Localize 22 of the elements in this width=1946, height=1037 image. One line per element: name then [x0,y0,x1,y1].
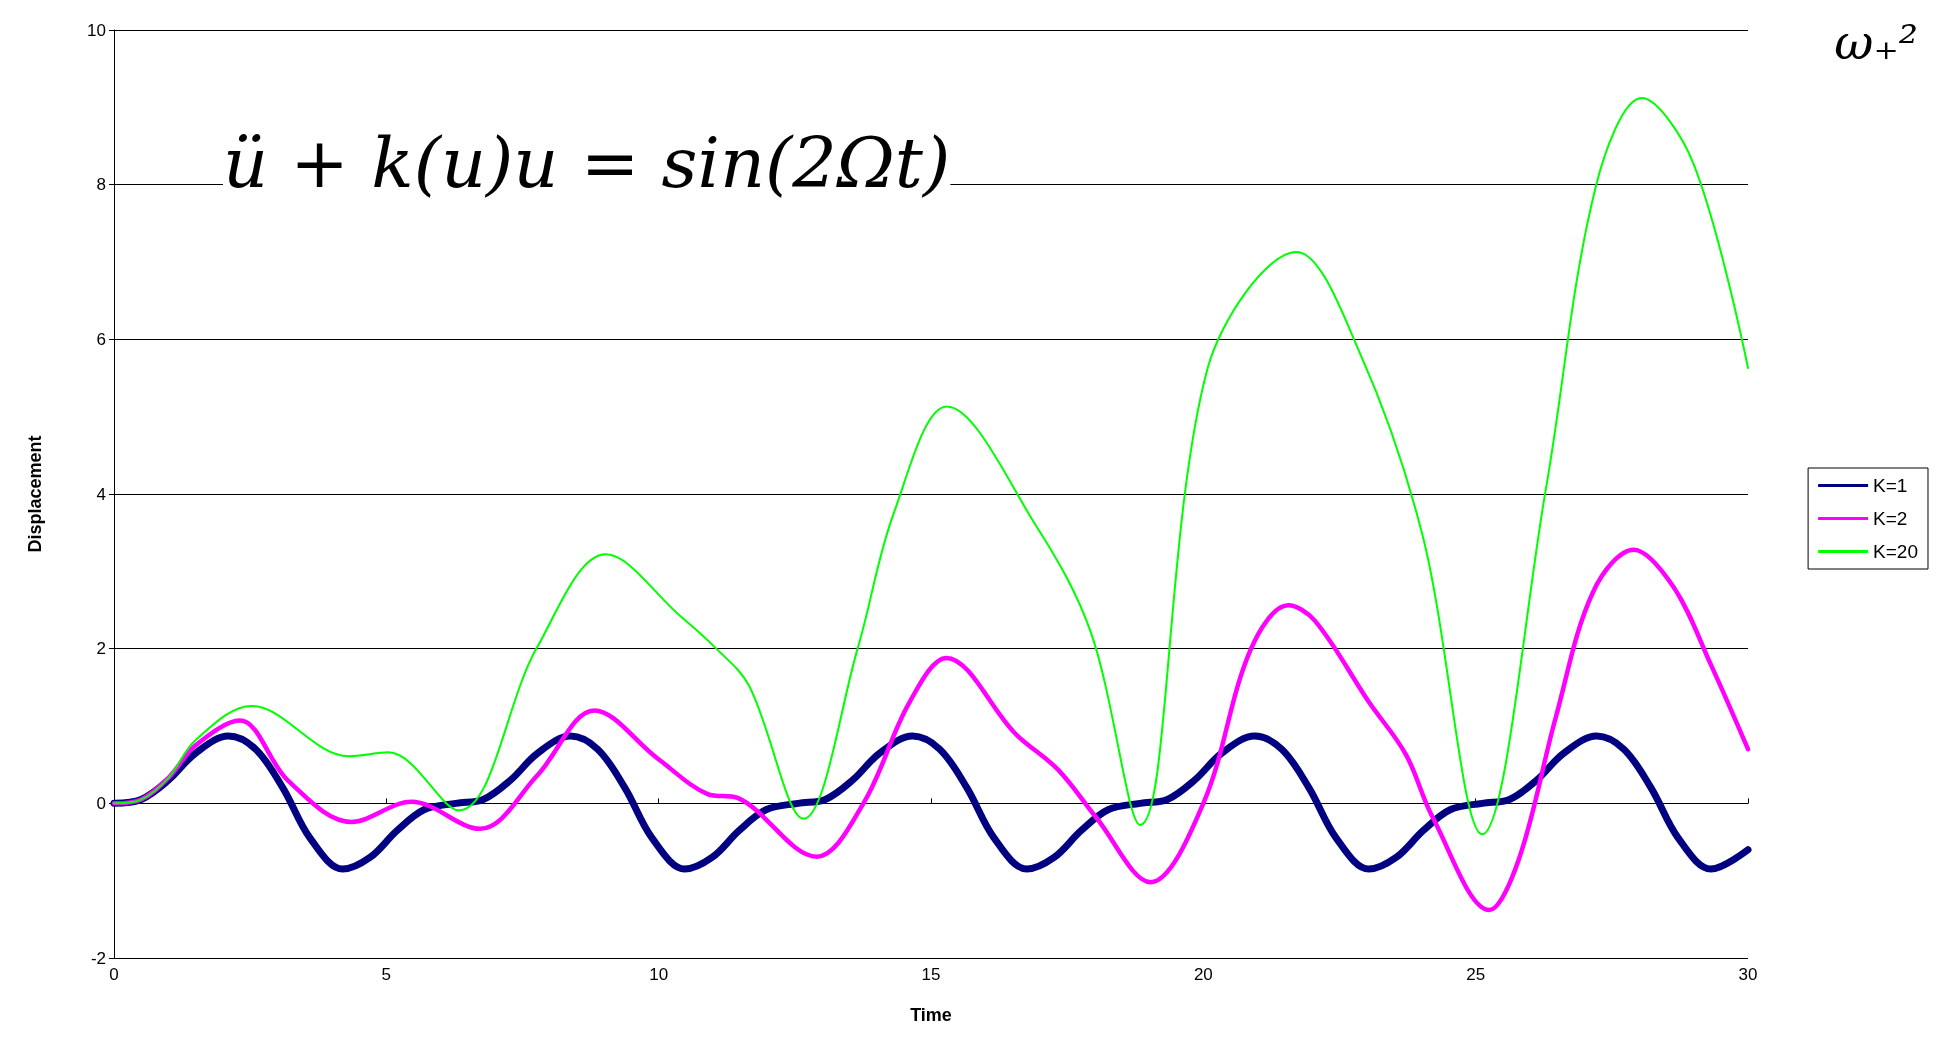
legend-label: K=20 [1873,541,1918,562]
annotation: ü + k(u)u = sin(2Ωt) [223,122,951,204]
y-tick-label: 0 [96,793,106,813]
y-tick-label: 6 [96,329,106,349]
x-tick-label: 5 [381,965,392,984]
y-tick-label: 4 [96,484,106,504]
y-tick-label: 10 [87,20,106,40]
x-axis-title: Time [910,1005,952,1025]
y-axis-title: Displacement [25,435,45,553]
x-tick-label: 0 [109,965,119,984]
x-tick-label: 10 [649,965,669,984]
y-tick-label: 8 [96,175,106,195]
legend-label: K=1 [1873,475,1908,496]
y-tick-label: -2 [90,948,106,968]
y-tick-label: 2 [96,639,106,659]
x-tick-label: 25 [1466,965,1486,984]
x-tick-label: 30 [1738,965,1758,984]
line-series [111,547,1751,913]
text: ω₊² [1834,14,1918,70]
legend-label: K=2 [1873,508,1908,529]
x-tick-label: 20 [1193,965,1213,984]
x-tick-label: 15 [921,965,941,984]
